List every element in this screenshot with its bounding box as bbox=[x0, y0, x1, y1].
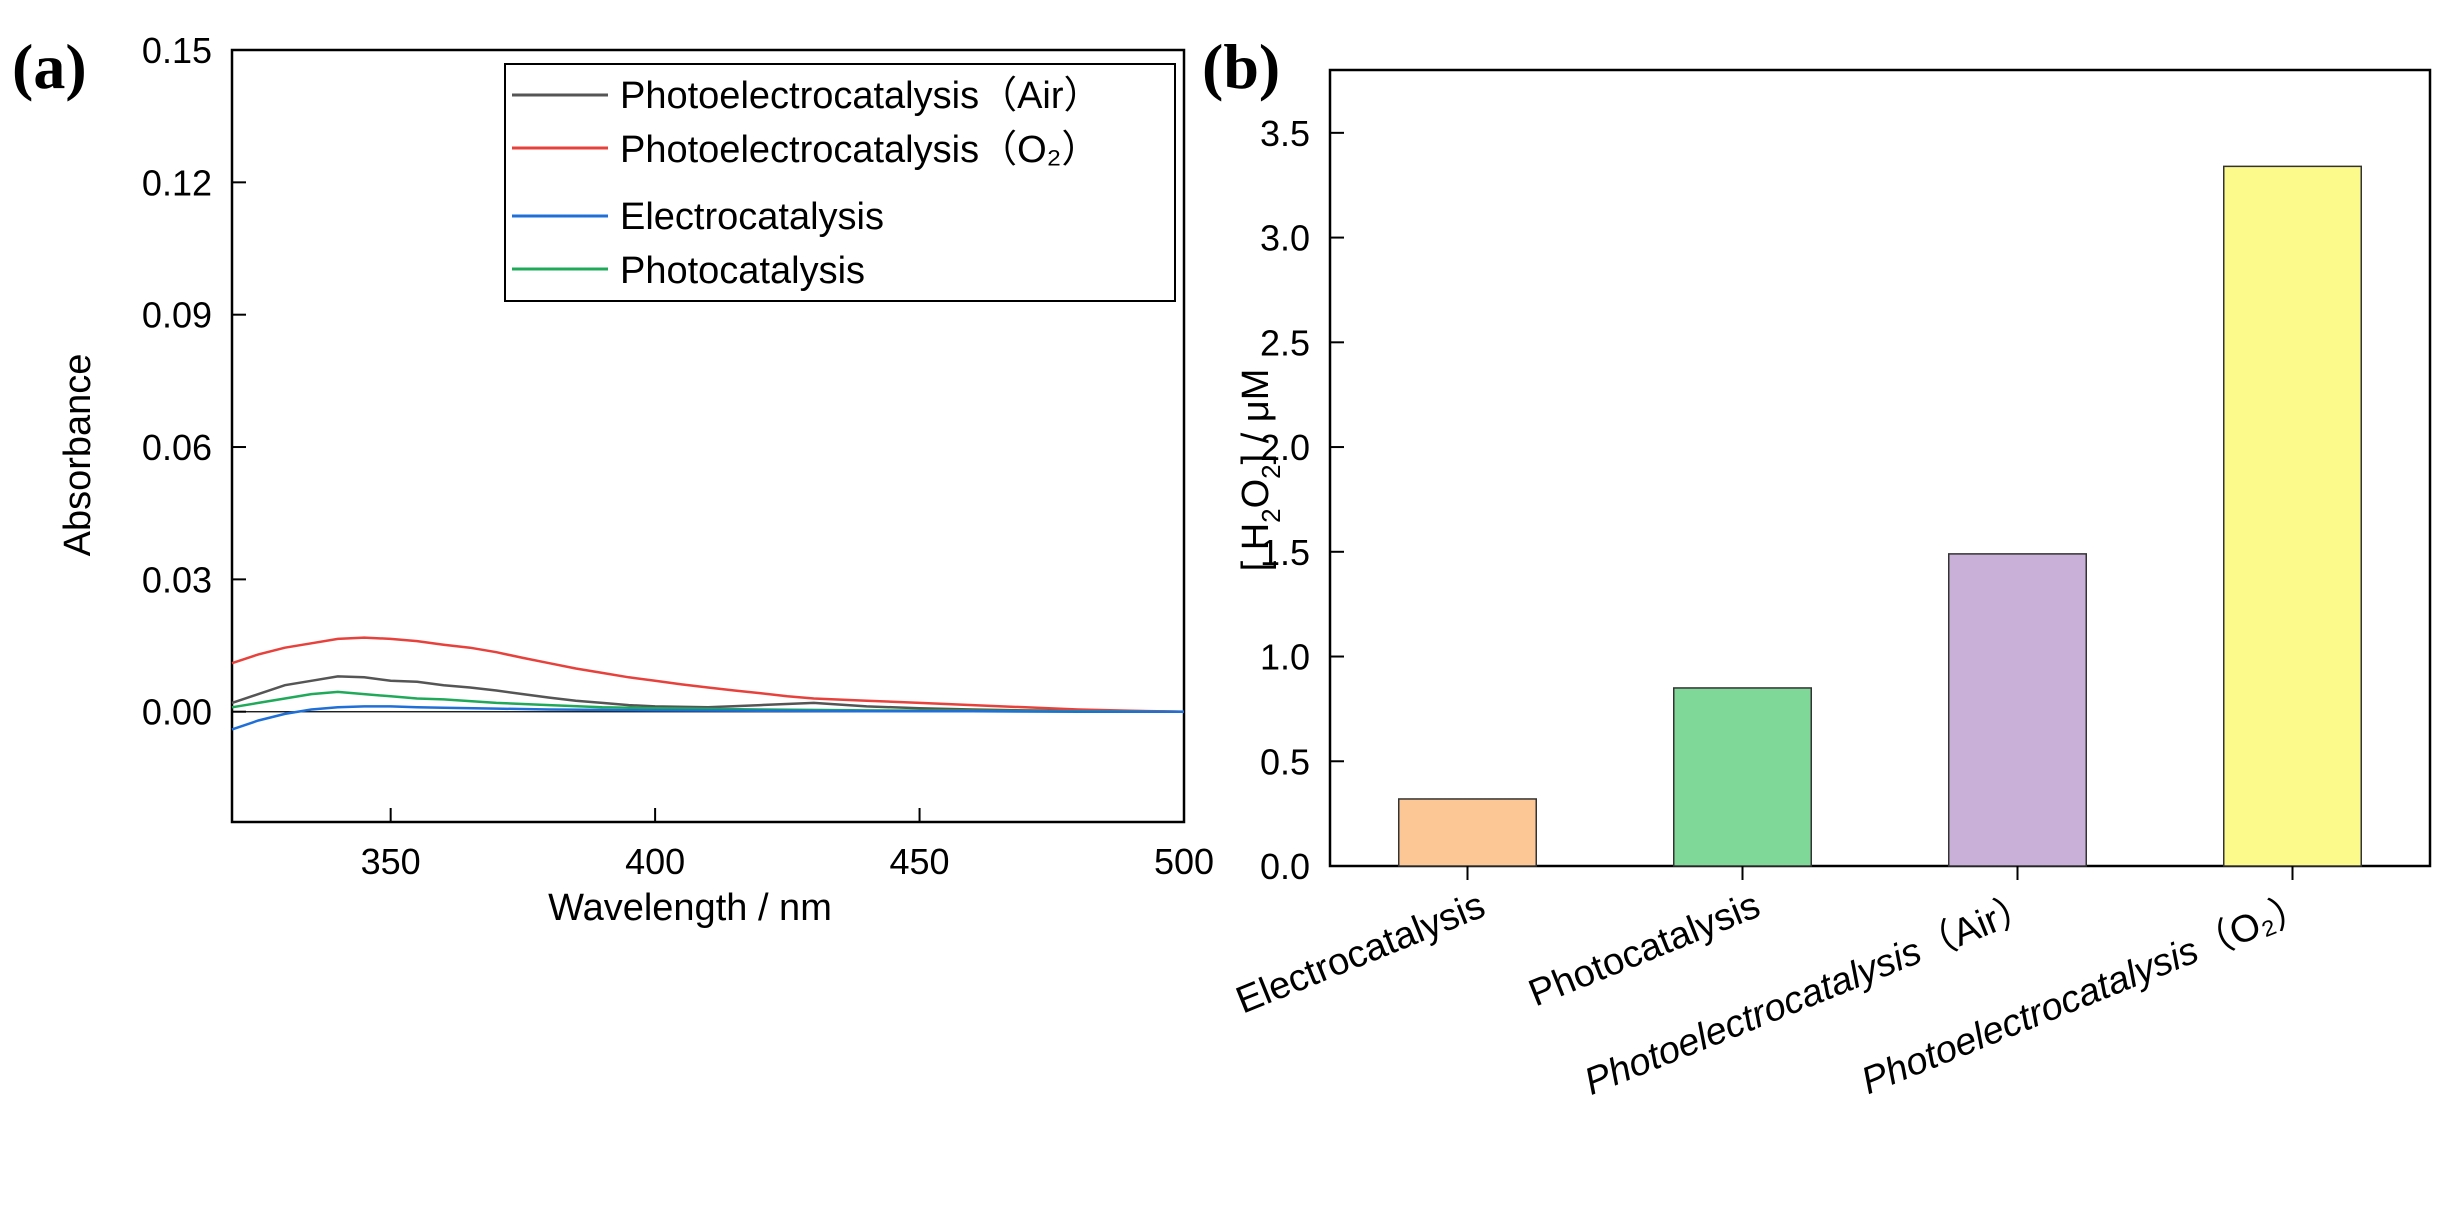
y-tick-label: 0.00 bbox=[142, 692, 212, 733]
bar-electrocatalysis bbox=[1399, 799, 1537, 866]
y-tick-label: 0.15 bbox=[142, 30, 212, 71]
category-label-photoelectrocatalysis-air: Photoelectrocatalysis（Air） bbox=[1579, 884, 2041, 1103]
y-tick-label: 0.12 bbox=[142, 162, 212, 203]
y-tick-label: 3.0 bbox=[1260, 218, 1310, 259]
panel-a-x-axis-title: Wavelength / nm bbox=[548, 887, 832, 929]
x-tick-label: 450 bbox=[890, 841, 950, 882]
category-label-text: Photocatalysis bbox=[1523, 884, 1766, 1015]
y-tick-label: 1.0 bbox=[1260, 637, 1310, 678]
series-line-photoelectrocatalysis-o2 bbox=[232, 638, 1184, 712]
y-tick-label: 0.03 bbox=[142, 559, 212, 600]
panel-b-label: (b) bbox=[1202, 31, 1280, 102]
y-tick-label: 3.5 bbox=[1260, 113, 1310, 154]
ylabel-part: [ H bbox=[1235, 523, 1277, 572]
legend-label-photoelectrocatalysis-o2: Photoelectrocatalysis（O₂） bbox=[620, 129, 1099, 171]
panel-a-label: (a) bbox=[12, 31, 87, 102]
panel-a-x-ticks: 350 400 450 500 bbox=[361, 808, 1214, 882]
legend-label-photoelectrocatalysis-air: Photoelectrocatalysis（Air） bbox=[620, 75, 1102, 117]
category-label-electrocatalysis: Electrocatalysis bbox=[1230, 884, 1490, 1022]
category-label-photoelectrocatalysis-o2: Photoelectrocatalysis（O₂） bbox=[1856, 884, 2316, 1103]
bar-photoelectrocatalysis-o2 bbox=[2224, 166, 2362, 866]
y-tick-label: 0.0 bbox=[1260, 846, 1310, 887]
panel-a: (a) 0.00 0.03 0.06 0.09 0.12 0.15 bbox=[12, 30, 1214, 929]
ylabel-part: O bbox=[1235, 479, 1277, 509]
bar-photocatalysis bbox=[1674, 688, 1812, 866]
panel-a-y-ticks: 0.00 0.03 0.06 0.09 0.12 0.15 bbox=[142, 30, 246, 733]
x-tick-label: 350 bbox=[361, 841, 421, 882]
ylabel-subscript: 2 bbox=[1256, 464, 1286, 478]
category-label-text: Electrocatalysis bbox=[1230, 884, 1490, 1022]
panel-a-series-group bbox=[232, 638, 1184, 730]
legend-label-electrocatalysis: Electrocatalysis bbox=[620, 196, 884, 238]
legend-label-photocatalysis: Photocatalysis bbox=[620, 250, 865, 292]
y-tick-label: 0.5 bbox=[1260, 741, 1310, 782]
panel-b-category-labels: Electrocatalysis Photocatalysis Photoele… bbox=[1230, 884, 2315, 1103]
bar-photoelectrocatalysis-air bbox=[1949, 554, 2087, 866]
ylabel-part: ] / μM bbox=[1235, 369, 1277, 465]
panel-a-y-axis-title: Absorbance bbox=[57, 354, 99, 557]
x-tick-label: 500 bbox=[1154, 841, 1214, 882]
figure: (a) 0.00 0.03 0.06 0.09 0.12 0.15 bbox=[0, 0, 2445, 1227]
category-label-photocatalysis: Photocatalysis bbox=[1523, 884, 1766, 1015]
panel-b-x-ticks bbox=[1468, 866, 2293, 880]
y-tick-label: 0.09 bbox=[142, 295, 212, 336]
y-tick-label: 0.06 bbox=[142, 427, 212, 468]
panel-a-legend: Photoelectrocatalysis（Air） Photoelectroc… bbox=[505, 64, 1175, 301]
panel-b-bars bbox=[1399, 166, 2362, 866]
panel-b: (b) 0.0 0.5 1.0 1.5 2.0 2.5 3.0 3.5 bbox=[1202, 31, 2430, 1104]
ylabel-subscript: 2 bbox=[1256, 508, 1286, 522]
category-label-suffix: （O₂） bbox=[2189, 884, 2316, 968]
x-tick-label: 400 bbox=[625, 841, 685, 882]
y-tick-label: 2.5 bbox=[1260, 322, 1310, 363]
category-label-suffix: （Air） bbox=[1912, 884, 2041, 969]
